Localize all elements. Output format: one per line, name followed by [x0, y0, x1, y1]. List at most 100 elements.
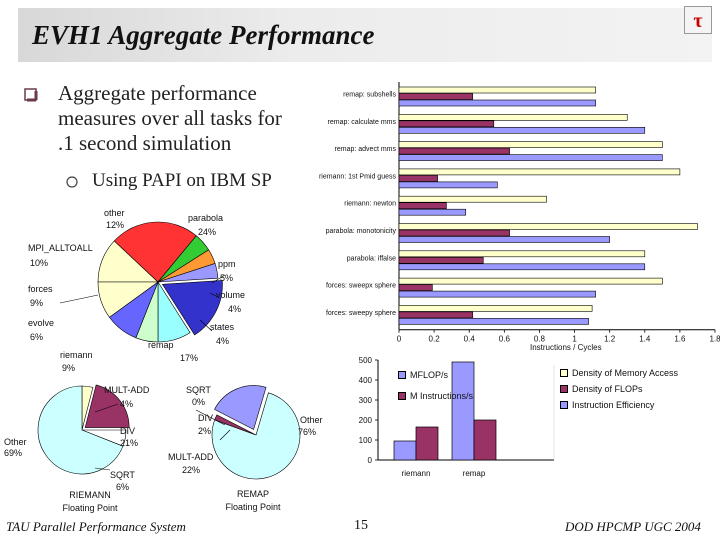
pie-label-evolve: evolve [28, 318, 55, 328]
pie-label-other: other [104, 208, 125, 218]
rpie-label-multadd: MULT-ADD [104, 385, 150, 395]
remap-pie-slice [214, 385, 267, 430]
main-pie-slice [97, 281, 159, 318]
hbar-bar [398, 284, 433, 291]
pie-label-forces: forces [28, 284, 53, 294]
pie-label-ppm: ppm [218, 259, 236, 269]
pie-pct-remap: 17% [180, 353, 199, 363]
rpie-label-div: DIV [120, 426, 136, 436]
mpie-label-div: DIV [198, 413, 214, 423]
hbar-bar [398, 154, 663, 161]
rpie-pct-multadd: 4% [120, 399, 134, 409]
main-pie-slice [113, 221, 197, 283]
pie-label-remap: remap [148, 340, 174, 350]
bullet-circle-icon [66, 176, 78, 188]
pie-pct-mpi: 10% [30, 258, 49, 268]
pie-leader-line [209, 292, 219, 298]
title-band [18, 8, 712, 62]
vbar-y-tick-label: 300 [359, 396, 373, 405]
hbar-x-tick-label: 1 [572, 335, 577, 344]
bullet-sub-text: Using PAPI on IBM SP [92, 170, 272, 191]
hbar-bar [398, 168, 681, 176]
mpie-label-sqrt: SQRT [186, 385, 211, 395]
rpie-pct-sqrt: 6% [116, 482, 130, 492]
hbar-x-tick-label: 1.6 [674, 335, 686, 344]
legend-item-flops: Density of FLOPs [560, 384, 678, 394]
hbar-bar [398, 236, 610, 243]
hbar-x-tick-label: 1.4 [639, 335, 651, 344]
legend-item-mflops: MFLOP/s [398, 370, 473, 380]
pie-pct-other: 12% [106, 220, 125, 230]
pie-pct-forces: 9% [30, 298, 44, 308]
legend-label: MFLOP/s [410, 370, 449, 380]
hbar-category-label: riemann: 1st Pmid guess [319, 173, 397, 180]
pie-leader-line [195, 409, 226, 426]
rpie-label-sqrt: SQRT [110, 470, 135, 480]
hbar-bar [398, 223, 698, 230]
hbar-x-tick-label: 0.8 [534, 335, 546, 344]
mpie-pct-sqrt: 0% [192, 397, 206, 407]
footer-right: DOD HPCMP UGC 2004 [565, 519, 701, 534]
mpie-label-multadd: MULT-ADD [168, 452, 214, 462]
hbar-bar [398, 127, 646, 134]
legend-swatch-mflops [398, 371, 406, 379]
hbar-bar [398, 93, 474, 100]
pie-leader-line [59, 294, 99, 304]
hbar-bar [398, 256, 484, 264]
legend-item-memory: Density of Memory Access [560, 368, 678, 378]
hbar-bar [398, 263, 646, 271]
bullet-square-icon [24, 88, 38, 102]
hbar-xlabel: Instructions / Cycles [530, 343, 602, 352]
mpie-pct-multadd: 22% [182, 465, 201, 475]
pie-label-volume: volume [216, 290, 246, 300]
page-number: 15 [354, 518, 368, 533]
mpie-label-other: Other [300, 415, 323, 425]
hbar-bar [398, 99, 596, 107]
rpie-title: RIEMANN Floating Point [62, 490, 118, 513]
hbar-bar [398, 311, 474, 319]
svg-text:τ: τ [693, 10, 702, 32]
rpie-pct-div: 21% [120, 438, 139, 448]
hbar-bar [398, 195, 547, 203]
vbar-y-tick-label: 200 [359, 416, 373, 425]
pie-leader-line [94, 403, 119, 413]
hbar-x-tick-label: 1.8 [709, 335, 720, 344]
hbar-x-tick-label: 0 [397, 335, 402, 344]
hbar-category-label: remap: subshells [343, 92, 396, 99]
hbar-bar [398, 208, 467, 216]
mpie-pct-other: 76% [298, 427, 317, 437]
pie-pct-volume: 4% [228, 304, 242, 314]
vbar-bar [473, 419, 497, 461]
legend-label: Density of Memory Access [572, 368, 679, 378]
pie-leader-line [94, 467, 111, 471]
riemann-pie-slice [84, 384, 130, 428]
legend-swatch-instr [560, 401, 568, 409]
hbar-x-tick-label: 0.6 [499, 335, 511, 344]
hbar-bar [398, 86, 596, 94]
pie-label-riemann: riemann [60, 350, 93, 360]
legend-swatch-flops [560, 385, 568, 393]
hbar-category-label: riemann: newton [344, 201, 396, 208]
hbar-bar [398, 141, 663, 148]
mpie-title: REMAP Floating Point [225, 489, 281, 512]
hbar-bar [398, 277, 663, 285]
vbar-legend: MFLOP/s M Instructions/s [398, 370, 473, 401]
pie-leader-line [211, 274, 226, 284]
rpie-label-other: Other [4, 437, 27, 447]
mpie-pct-div: 2% [198, 426, 212, 436]
vbar-bar [451, 361, 475, 461]
pie-leader-line [219, 429, 231, 441]
hbar-category-label: forces: sweepy sphere [326, 310, 396, 317]
hbar-category-label: remap: advect mms [335, 146, 397, 153]
vbar-y-tick-label: 400 [359, 376, 373, 385]
vbar-category-label: remap [463, 469, 486, 478]
pie-pct-parabola: 24% [198, 227, 217, 237]
pie-leader-line [199, 319, 213, 332]
hbar-bar [398, 114, 628, 121]
legend-item-minstr: M Instructions/s [398, 391, 473, 401]
hbar-bar [398, 250, 646, 258]
pie-label-mpi: MPI_ALLTOALL [28, 243, 93, 253]
slide-title: EVH1 Aggregate Performance [32, 20, 375, 50]
